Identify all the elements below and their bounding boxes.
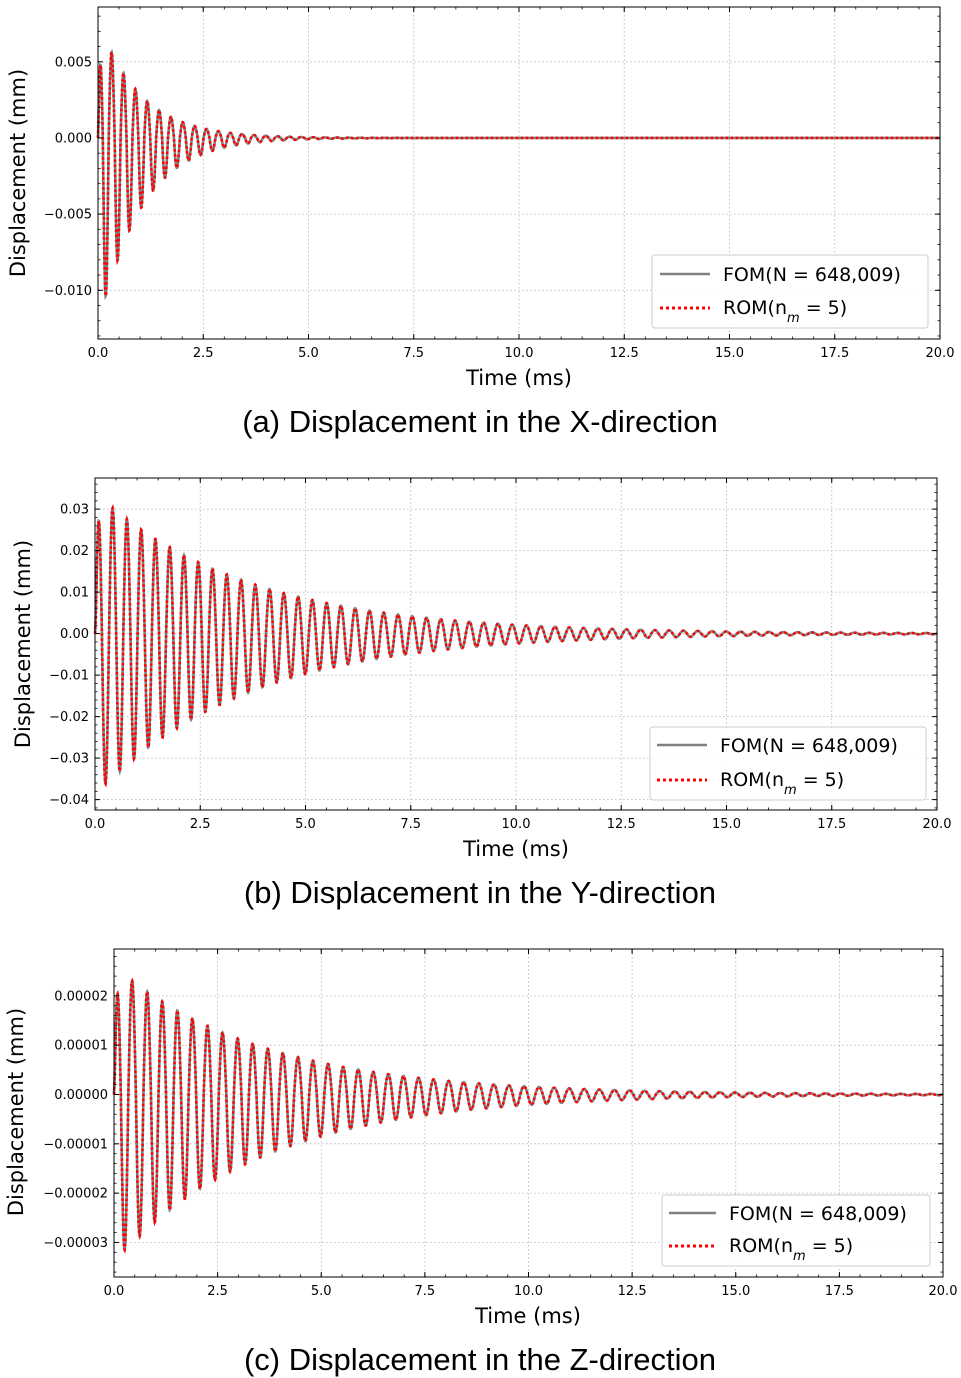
x-tick-label: 17.5 bbox=[817, 817, 846, 832]
x-tick-label: 0.0 bbox=[88, 346, 109, 361]
y-tick-label: 0.02 bbox=[60, 544, 89, 559]
fom-line-x bbox=[96, 49, 940, 301]
x-tick-label: 2.5 bbox=[207, 1284, 228, 1299]
y-tick-label: 0.005 bbox=[55, 55, 92, 70]
legend-rom-suffix-z: = 5) bbox=[806, 1235, 854, 1257]
x-tick-label: 2.5 bbox=[193, 346, 214, 361]
panel-y: 0.0 2.5 5.0 7.5 10.0 12.5 15.0 17.5 20.0 0.030.0… bbox=[11, 477, 952, 910]
legend-box-x bbox=[651, 254, 929, 329]
y-tick-label: 0.000 bbox=[55, 131, 92, 146]
x-tick-label: 10.0 bbox=[514, 1284, 543, 1299]
caption-y: (b) Displacement in the Y-direction bbox=[244, 875, 716, 910]
rom-line-z bbox=[112, 977, 944, 1254]
x-tick-label: 5.0 bbox=[295, 817, 316, 832]
legend-rom-label-x: ROM(nm = 5) bbox=[723, 297, 847, 326]
y-tick-label: −0.04 bbox=[49, 793, 89, 808]
panel-z: 0.0 2.5 5.0 7.5 10.0 12.5 15.0 17.5 20.0 0.00002… bbox=[4, 948, 958, 1377]
y-axis-label-z: Displacement (mm) bbox=[4, 1008, 28, 1216]
y-tick-label: −0.01 bbox=[49, 669, 89, 684]
x-tick-label: 17.5 bbox=[825, 1284, 854, 1299]
x-tick-label: 15.0 bbox=[715, 346, 744, 361]
y-tick-label: −0.010 bbox=[44, 284, 92, 299]
x-tick-label: 12.5 bbox=[618, 1284, 647, 1299]
legend-x: FOM(N = 648,009) ROM(nm = 5) bbox=[651, 254, 929, 329]
x-axis-label-x: Time (ms) bbox=[465, 366, 572, 390]
legend-box-y bbox=[649, 726, 927, 801]
x-tick-label: 15.0 bbox=[712, 817, 741, 832]
x-tick-label: 0.0 bbox=[104, 1284, 125, 1299]
x-tick-label: 10.0 bbox=[502, 817, 531, 832]
y-tick-label: −0.00002 bbox=[43, 1187, 108, 1202]
legend-rom-prefix-x: ROM(n bbox=[723, 297, 787, 319]
y-tick-label: −0.00001 bbox=[43, 1137, 108, 1152]
x-tick-label: 15.0 bbox=[721, 1284, 750, 1299]
y-tick-label: 0.03 bbox=[60, 503, 89, 518]
y-tick-label: 0.00 bbox=[60, 627, 89, 642]
y-tick-labels-y: 0.03 0.02 0.01 0.00 −0.01 −0.02 −0.03 −0.04 bbox=[49, 503, 89, 809]
legend-rom-prefix-z: ROM(n bbox=[729, 1235, 793, 1257]
y-tick-label: −0.00003 bbox=[43, 1236, 108, 1251]
legend-rom-sub-z: m bbox=[793, 1249, 806, 1264]
y-tick-labels-x: 0.005 0.000 −0.005 −0.010 bbox=[44, 55, 92, 298]
y-tick-label: −0.02 bbox=[49, 710, 89, 725]
legend-box-z bbox=[661, 1194, 931, 1267]
y-axis-label-x: Displacement (mm) bbox=[6, 69, 30, 277]
y-tick-label: 0.00001 bbox=[54, 1039, 108, 1054]
ticks-z bbox=[113, 949, 944, 1277]
y-tick-labels-z: 0.00002 0.00001 0.00000 −0.00001 −0.00002 −0.… bbox=[43, 989, 108, 1251]
fom-line-y bbox=[93, 504, 938, 788]
legend-rom-suffix-x: = 5) bbox=[800, 297, 848, 319]
caption-x: (a) Displacement in the X-direction bbox=[242, 404, 718, 439]
x-tick-label: 12.5 bbox=[607, 817, 636, 832]
legend-y: FOM(N = 648,009) ROM(nm = 5) bbox=[649, 726, 927, 801]
x-tick-label: 20.0 bbox=[923, 817, 952, 832]
x-tick-label: 7.5 bbox=[403, 346, 424, 361]
x-tick-labels-x: 0.0 2.5 5.0 7.5 10.0 12.5 15.0 17.5 20.0 bbox=[88, 346, 955, 361]
x-tick-label: 17.5 bbox=[820, 346, 849, 361]
caption-z: (c) Displacement in the Z-direction bbox=[244, 1342, 716, 1377]
legend-z: FOM(N = 648,009) ROM(nm = 5) bbox=[661, 1194, 931, 1267]
x-tick-label: 20.0 bbox=[926, 346, 955, 361]
panel-x: 0.0 2.5 5.0 7.5 10.0 12.5 15.0 17.5 20.0 0.0050.… bbox=[6, 6, 955, 439]
y-tick-label: 0.00002 bbox=[54, 989, 108, 1004]
x-tick-label: 2.5 bbox=[190, 817, 211, 832]
x-tick-labels-z: 0.0 2.5 5.0 7.5 10.0 12.5 15.0 17.5 20.0 bbox=[104, 1284, 958, 1299]
y-tick-label: 0.01 bbox=[60, 586, 89, 601]
x-tick-label: 20.0 bbox=[929, 1284, 958, 1299]
ticks-y bbox=[94, 478, 938, 810]
x-tick-label: 10.0 bbox=[505, 346, 534, 361]
legend-rom-label-y: ROM(nm = 5) bbox=[720, 769, 844, 798]
legend-rom-sub-y: m bbox=[784, 783, 797, 798]
legend-fom-label-y: FOM(N = 648,009) bbox=[720, 735, 898, 757]
legend-rom-suffix-y: = 5) bbox=[797, 769, 845, 791]
ticks-x bbox=[97, 7, 941, 339]
x-tick-label: 7.5 bbox=[400, 817, 421, 832]
x-axis-label-y: Time (ms) bbox=[462, 837, 569, 861]
x-tick-labels-y: 0.0 2.5 5.0 7.5 10.0 12.5 15.0 17.5 20.0 bbox=[85, 817, 952, 832]
legend-rom-prefix-y: ROM(n bbox=[720, 769, 784, 791]
y-tick-label: 0.00000 bbox=[54, 1088, 108, 1103]
legend-fom-label-x: FOM(N = 648,009) bbox=[723, 264, 901, 286]
x-axis-label-z: Time (ms) bbox=[474, 1304, 581, 1328]
x-tick-label: 5.0 bbox=[298, 346, 319, 361]
x-tick-label: 7.5 bbox=[415, 1284, 436, 1299]
legend-rom-label-z: ROM(nm = 5) bbox=[729, 1235, 853, 1264]
x-tick-label: 5.0 bbox=[311, 1284, 332, 1299]
y-axis-label-y: Displacement (mm) bbox=[11, 540, 35, 748]
y-tick-label: −0.03 bbox=[49, 752, 89, 767]
y-tick-label: −0.005 bbox=[44, 208, 92, 223]
legend-fom-label-z: FOM(N = 648,009) bbox=[729, 1203, 907, 1225]
legend-rom-sub-x: m bbox=[787, 311, 800, 326]
x-tick-label: 12.5 bbox=[610, 346, 639, 361]
x-tick-label: 0.0 bbox=[85, 817, 106, 832]
